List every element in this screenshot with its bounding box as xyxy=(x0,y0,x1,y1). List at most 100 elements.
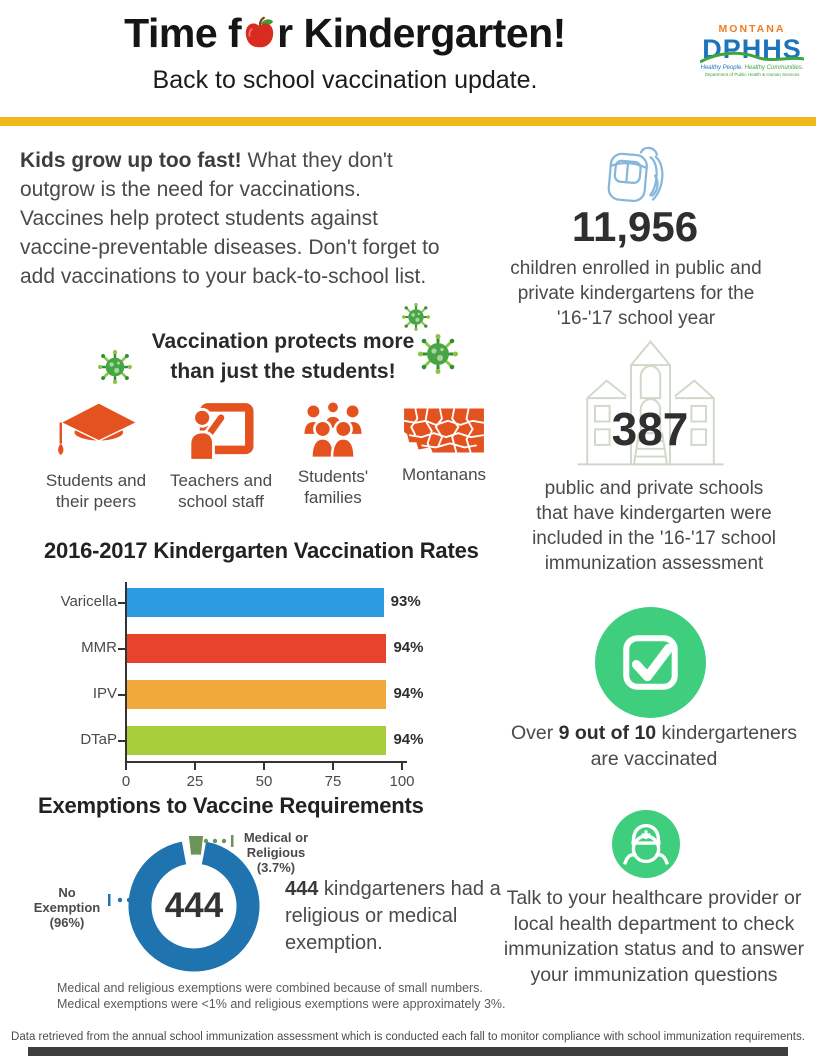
protect-item-teachers: Teachers and school staff xyxy=(165,400,277,513)
protect-item-label: Montanans xyxy=(401,465,487,484)
donut-label-no-exemption: No Exemption (96%) xyxy=(24,885,110,931)
page-subtitle: Back to school vaccination update. xyxy=(152,66,538,94)
nurse-icon xyxy=(612,810,680,878)
virus-icon xyxy=(98,350,132,384)
dphhs-logo: MONTANA DPHHS Healthy People. Healthy Co… xyxy=(698,24,806,77)
donut-slice-no-exemption xyxy=(128,841,260,972)
enrollment-caption: children enrolled in public and private … xyxy=(510,258,762,330)
leader-dot xyxy=(126,897,132,903)
protect-item-students: Students and their peers xyxy=(40,400,152,513)
logo-org-text: DPHHS xyxy=(698,35,806,63)
bar-value-label: 94% xyxy=(393,731,424,748)
bar-chart-title: 2016-2017 Kindergarten Vaccination Rates xyxy=(44,538,479,563)
x-axis-line xyxy=(125,761,407,763)
leader-dot xyxy=(212,838,218,844)
virus-icon xyxy=(402,303,430,331)
vaccinated-post: kindergarteners are vaccinated xyxy=(590,722,798,770)
bar-chart: Varicella 93% MMR 94% IPV 94% DTaP 94% 0 25 50 75 10… xyxy=(40,578,510,793)
montana-map-icon xyxy=(403,408,485,453)
footer-source-text: Data retrieved from the annual school im… xyxy=(11,1031,805,1043)
teacher-board-icon xyxy=(188,403,254,462)
leader-line-left xyxy=(108,894,141,906)
protect-item-label: Students and their peers xyxy=(45,471,147,512)
axis-tick xyxy=(118,693,125,696)
intro-paragraph: Kids grow up too fast! What they don't o… xyxy=(20,147,440,292)
bar-mmr xyxy=(127,634,387,663)
title-text-pre: Time f xyxy=(124,10,242,56)
students-families-icon xyxy=(301,400,365,458)
exemption-note-text: kindgarteners had a religious or medical… xyxy=(285,878,501,954)
bar-category-label: DTaP xyxy=(80,731,117,748)
logo-subline: Department of Public Health & Human Serv… xyxy=(704,71,800,77)
protect-heading: Vaccination protects more than just the … xyxy=(128,327,438,388)
protect-item-label: Students' families xyxy=(297,467,369,508)
bar-value-label: 94% xyxy=(393,685,424,702)
protect-heading-line1: Vaccination protects more xyxy=(151,330,415,353)
logo-region-text: MONTANA xyxy=(718,23,786,35)
vaccinated-badge xyxy=(595,607,706,718)
bar-category-label: MMR xyxy=(81,639,117,656)
enrollment-value: 11,956 xyxy=(571,203,699,250)
protect-heading-line2: than just the students! xyxy=(170,360,396,384)
bar-value-label: 94% xyxy=(393,639,424,656)
donut-label-pct: (3.7%) xyxy=(256,859,296,875)
intro-lead: Kids grow up too fast! xyxy=(20,149,242,172)
vaccinated-pre: Over xyxy=(510,722,559,744)
virus-icon xyxy=(418,334,458,374)
exemptions-heading: Exemptions to Vaccine Requirements xyxy=(38,793,424,818)
graduation-cap-icon xyxy=(58,402,139,455)
exemption-footnotes: Medical and religious exemptions were co… xyxy=(57,981,517,1012)
vaccinated-caption: Over 9 out of 10 kindergarteners are vac… xyxy=(508,721,800,772)
bar-varicella xyxy=(127,588,384,617)
protect-item-families: Students' families xyxy=(292,400,374,509)
leader-tick xyxy=(231,835,234,847)
x-axis-tick-label: 75 xyxy=(324,773,342,790)
axis-tick xyxy=(118,601,125,604)
exemptions-donut-chart xyxy=(128,836,260,972)
axis-tick xyxy=(118,647,125,650)
leader-dot xyxy=(135,897,141,903)
axis-tick xyxy=(118,739,125,742)
x-axis-tick xyxy=(332,763,334,770)
logo-tagline: Healthy People. Healthy Communities. xyxy=(698,65,806,71)
donut-center-value: 444 xyxy=(164,886,224,925)
donut-label-text: Medical or Religious xyxy=(243,830,309,860)
x-axis-tick xyxy=(194,763,196,770)
x-axis-tick xyxy=(125,763,127,770)
exemption-note: 444 kindgarteners had a religious or med… xyxy=(285,876,515,957)
bar-category-label: IPV xyxy=(92,685,117,702)
page-title: Time f r Kindergarten! xyxy=(0,10,690,57)
logo-tagline-2: Healthy Communities. xyxy=(744,64,804,71)
advice-badge xyxy=(612,810,680,878)
apple-icon xyxy=(242,13,276,48)
exemption-note-number: 444 xyxy=(285,878,319,900)
logo-mountain-swoosh xyxy=(700,51,804,63)
checkmark-icon xyxy=(595,607,706,718)
logo-tagline-1: Healthy People. xyxy=(700,64,743,71)
x-axis-tick-label: 0 xyxy=(121,773,131,790)
bar-category-label: Varicella xyxy=(60,593,117,610)
schools-value: 387 xyxy=(611,403,689,455)
leader-tick xyxy=(108,894,111,906)
vaccinated-highlight: 9 out of 10 xyxy=(558,722,657,744)
leader-dot xyxy=(203,838,209,844)
footnote-line-1: Medical and religious exemptions were co… xyxy=(57,981,483,995)
backpack-icon xyxy=(607,146,664,203)
protect-item-label: Teachers and school staff xyxy=(169,471,273,512)
leader-line-right xyxy=(203,835,234,847)
schools-caption: public and private schools that have kin… xyxy=(532,478,776,575)
donut-label-medical-religious: Medical or Religious (3.7%) xyxy=(236,830,316,876)
yellow-divider-bar xyxy=(0,117,816,126)
donut-label-pct: (96%) xyxy=(49,914,85,930)
x-axis-tick xyxy=(263,763,265,770)
school-building-icon xyxy=(577,340,724,466)
x-axis-tick xyxy=(401,763,403,770)
x-axis-tick-label: 25 xyxy=(186,773,204,790)
footer-bar xyxy=(28,1047,788,1056)
y-axis-line xyxy=(125,582,127,763)
x-axis-tick-label: 100 xyxy=(389,773,415,790)
donut-label-text: No Exemption xyxy=(33,885,101,915)
leader-dot xyxy=(117,897,123,903)
intro-body: What they don't outgrow is the need for … xyxy=(20,149,440,288)
